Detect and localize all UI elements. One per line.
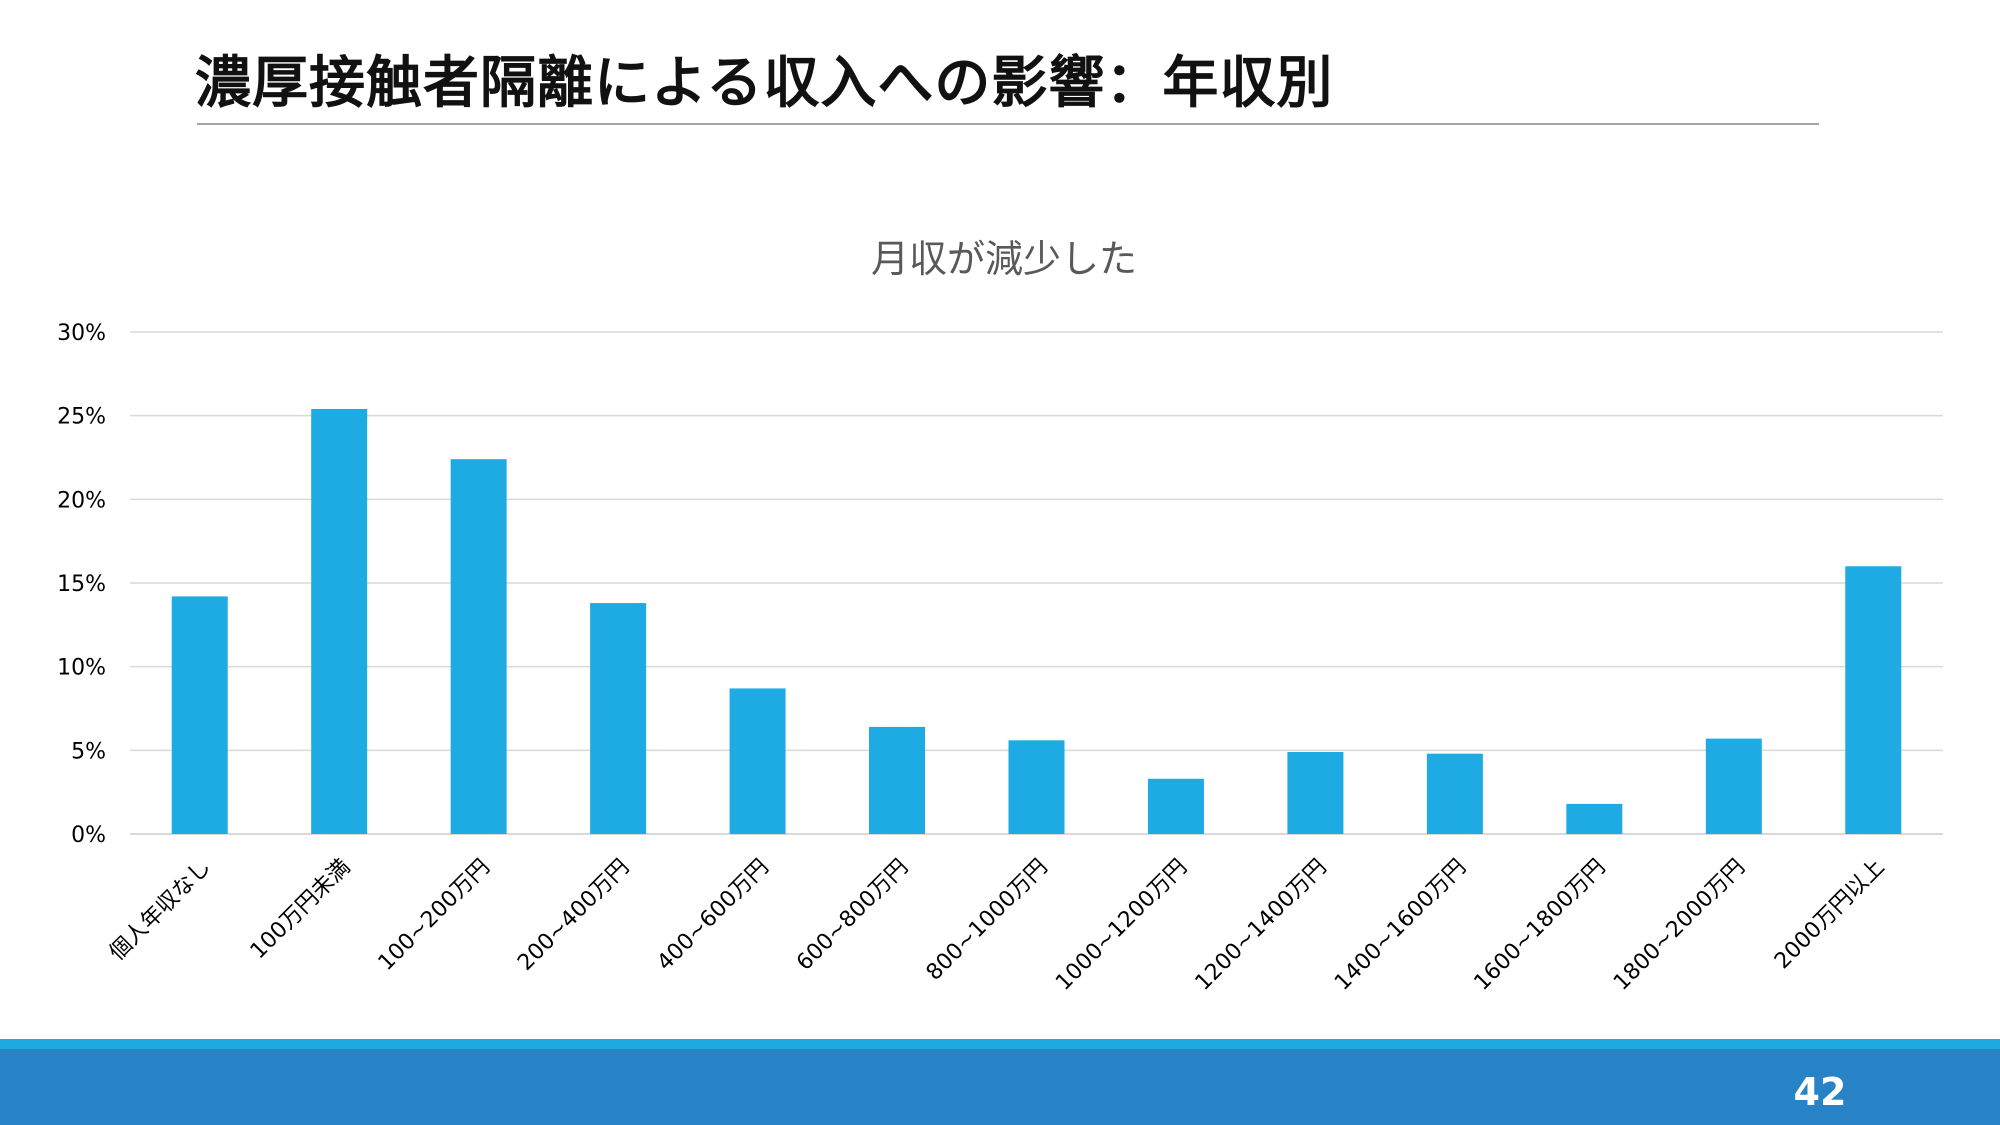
x-category-label: 400~600万円	[653, 855, 774, 976]
x-category-label: 600~800万円	[792, 855, 913, 976]
x-category-label: 1800~2000万円	[1609, 855, 1750, 996]
bar	[1426, 753, 1483, 834]
footer-bar	[0, 1049, 2000, 1125]
y-tick-label: 15%	[57, 572, 106, 597]
footer-accent-strip	[0, 1039, 2000, 1049]
x-category-label: 1600~1800万円	[1470, 855, 1611, 996]
x-category-label: 100万円未満	[246, 855, 356, 965]
x-category-label: 200~400万円	[513, 855, 634, 976]
title-divider	[197, 123, 1819, 125]
bar	[171, 596, 228, 834]
y-tick-label: 0%	[71, 823, 106, 848]
bar	[1566, 803, 1623, 834]
y-tick-label: 20%	[57, 488, 106, 513]
bar	[311, 408, 368, 834]
x-category-label: 800~1000万円	[922, 855, 1053, 986]
y-tick-label: 30%	[57, 321, 106, 346]
x-axis-labels: 個人年収なし 100万円未満 100~200万円 200~400万円 400~600万円…	[105, 855, 1890, 996]
page-number: 42	[1793, 1070, 1847, 1114]
bar	[1705, 738, 1762, 834]
slide-title: 濃厚接触者隔離による収入への影響：年収別	[195, 51, 1334, 116]
bar	[1008, 740, 1065, 834]
y-axis-ticks: 0% 5% 10% 15% 20% 25% 30%	[57, 321, 106, 848]
gridlines	[130, 331, 1943, 835]
bar	[590, 603, 647, 834]
bar	[729, 688, 786, 834]
x-category-label: 2000万円以上	[1770, 855, 1890, 975]
y-tick-label: 5%	[71, 739, 106, 764]
bar	[1845, 566, 1902, 834]
chart-title: 月収が減少した	[871, 237, 1137, 281]
x-category-label: 個人年収なし	[105, 855, 216, 966]
y-tick-label: 10%	[57, 656, 106, 681]
bar	[1287, 752, 1344, 834]
bar	[869, 726, 926, 834]
bars	[171, 408, 1902, 834]
x-category-label: 1200~1400万円	[1191, 855, 1332, 996]
y-tick-label: 25%	[57, 405, 106, 430]
bar	[1147, 778, 1204, 834]
x-category-label: 100~200万円	[374, 855, 495, 976]
x-category-label: 1400~1600万円	[1330, 855, 1471, 996]
x-category-label: 1000~1200万円	[1051, 855, 1192, 996]
bar	[450, 459, 507, 834]
